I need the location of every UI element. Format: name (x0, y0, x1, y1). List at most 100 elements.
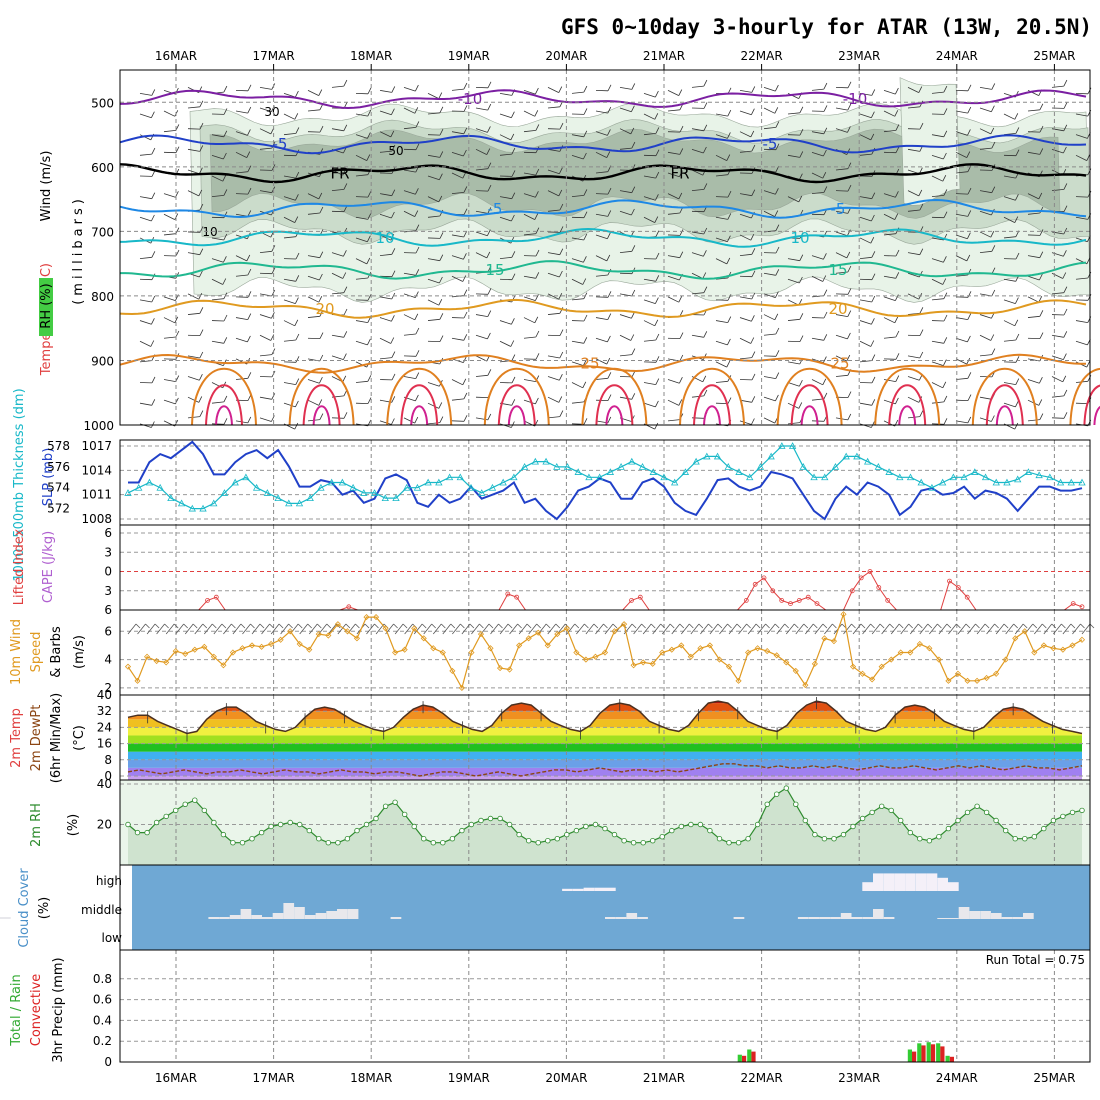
wind-barb (986, 623, 995, 635)
upper-wind-barb (979, 128, 991, 135)
upper-wind-barb (1075, 277, 1088, 280)
rh-point (545, 838, 551, 844)
upper-wind-barb-flag (894, 110, 899, 117)
upper-wind-barb-flag (895, 249, 900, 257)
upper-wind-barb-flag (463, 230, 468, 238)
upper-wind-barb-flag (367, 213, 372, 220)
upper-wind-barb-flag (1039, 251, 1044, 258)
rh-point (793, 801, 799, 807)
wind-barb (146, 623, 156, 635)
upper-wind-barb-flag (943, 395, 948, 403)
upper-wind-barb-flag (391, 418, 395, 425)
upper-wind-barb-flag (295, 297, 299, 304)
upper-wind-barb-flag (775, 224, 780, 231)
upper-wind-barb-flag (319, 377, 323, 384)
wind-speed-point (1002, 656, 1009, 663)
upper-wind-barb (187, 396, 199, 403)
thickness-point (1056, 478, 1065, 486)
upper-wind-barb (499, 216, 512, 222)
upper-wind-barb-flag (1015, 252, 1020, 260)
rh-point (1041, 825, 1047, 832)
thickness-point (210, 499, 218, 507)
upper-wind-barb (955, 110, 968, 114)
lifted-index-point (858, 575, 864, 581)
upper-wind-barb-flag (343, 412, 348, 419)
rh-point (774, 791, 780, 797)
upper-wind-barb (595, 234, 608, 240)
wind-speed-point (306, 646, 313, 653)
wind-barb (967, 623, 976, 635)
upper-wind-barb-flag (631, 186, 636, 193)
wind-speed-point (926, 645, 933, 652)
isotherm-label: -10 (843, 90, 868, 108)
upper-wind-barb (643, 175, 656, 179)
wind-barb-flag (593, 623, 599, 629)
middle-cloud-bar (272, 913, 284, 919)
warm-contour (191, 367, 257, 426)
upper-wind-barb (667, 212, 680, 215)
wind-barb-flag (717, 623, 723, 629)
wind-speed-point (764, 648, 771, 655)
precip-label-c: 3hr Precip (mm) (51, 957, 66, 1062)
upper-wind-barb-flag (391, 373, 396, 381)
upper-wind-barb (235, 131, 248, 136)
upper-wind-barb (643, 133, 656, 136)
upper-wind-barb (331, 85, 344, 88)
middle-cloud-bar (615, 917, 627, 919)
isotherm-line (119, 134, 1087, 155)
upper-wind-barb-flag (463, 82, 468, 90)
middle-cloud-bar (840, 913, 852, 919)
upper-wind-barb (211, 134, 224, 138)
upper-wind-barb (235, 151, 247, 158)
isotherm-label: 20 (828, 300, 847, 318)
upper-wind-barb (355, 237, 368, 243)
wind-speed-point (344, 628, 351, 635)
wind-speed-point (611, 628, 618, 635)
upper-wind-barb-flag (1038, 192, 1043, 200)
upper-wind-barb-flag (391, 396, 396, 403)
upper-wind-barb-flag (703, 331, 708, 338)
upper-wind-barb-flag (511, 318, 515, 325)
top-date-label: 16MAR (155, 49, 197, 63)
upper-wind-barb-flag (223, 395, 228, 403)
upper-wind-barb (1027, 193, 1039, 200)
wind-barb-flag (488, 623, 494, 629)
upper-wind-barb-flag (631, 105, 635, 112)
upper-wind-barb-flag (823, 311, 828, 319)
upper-wind-barb (955, 317, 968, 320)
upper-wind-barb-flag (511, 251, 516, 258)
upper-wind-barb-flag (775, 269, 780, 276)
upper-wind-barb-flag (487, 332, 491, 340)
middle-cloud-bar (733, 917, 745, 919)
wind-barb-flag (250, 623, 255, 629)
thickness-point (424, 478, 432, 486)
middle-cloud-bar (1023, 913, 1034, 919)
upper-wind-barb (835, 128, 848, 133)
wind-speed-point (973, 677, 981, 684)
upper-wind-barb (667, 379, 680, 384)
middle-cloud-bar (808, 917, 820, 919)
upper-wind-barb (787, 112, 800, 115)
wind-speed-point (792, 667, 799, 674)
upper-wind-barb-flag (895, 330, 900, 338)
upper-wind-barb (163, 193, 176, 198)
upper-wind-barb-flag (727, 316, 732, 323)
upper-wind-barb-flag (967, 232, 971, 239)
thickness-point (971, 468, 979, 475)
wind-barb-flag (765, 623, 770, 629)
rh-point (192, 797, 198, 803)
wind-barb (1062, 623, 1072, 635)
upper-wind-barb-flag (223, 85, 228, 93)
upper-wind-barb-flag (415, 121, 420, 128)
upper-wind-barb (1051, 292, 1064, 295)
wind-barb-flag (393, 623, 398, 629)
wind-speed-point (1069, 642, 1076, 649)
rh-point (335, 840, 341, 846)
rh-point (211, 819, 217, 826)
wind-barb-flag (927, 623, 933, 629)
rh-point (859, 815, 866, 822)
upper-wind-barb (283, 133, 296, 136)
upper-wind-barb-flag (726, 360, 731, 368)
upper-wind-barb-flag (151, 214, 155, 222)
upper-wind-barb-flag (559, 374, 563, 381)
